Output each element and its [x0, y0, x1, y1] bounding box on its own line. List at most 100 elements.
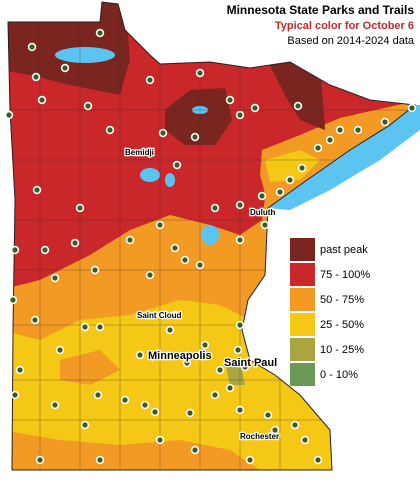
legend-label: 75 - 100%: [320, 269, 370, 281]
park-dot: [90, 265, 100, 275]
city-label: Duluth: [250, 208, 275, 217]
city-label: Saint Paul: [224, 357, 277, 369]
park-dot: [290, 420, 300, 430]
legend-swatch: [290, 363, 315, 386]
city-label: Bemidji: [125, 148, 154, 157]
legend-label: 0 - 10%: [320, 369, 358, 381]
park-dot: [297, 163, 307, 173]
zone: [265, 150, 320, 182]
park-dot: [190, 445, 200, 455]
park-dot: [158, 128, 168, 138]
park-dot: [60, 63, 70, 73]
park-dot: [313, 143, 323, 153]
park-dot: [353, 125, 363, 135]
park-dot: [50, 273, 60, 283]
park-dot: [235, 200, 245, 210]
park-dot: [95, 28, 105, 38]
park-dot: [95, 322, 105, 332]
lake: [201, 225, 219, 245]
legend-label: past peak: [320, 244, 368, 256]
park-dot: [270, 425, 280, 435]
park-dot: [170, 243, 180, 253]
park-dot: [185, 408, 195, 418]
park-dot: [257, 191, 267, 201]
lake-superior: [268, 105, 420, 210]
park-dot: [145, 270, 155, 280]
park-dot: [145, 75, 155, 85]
park-dot: [172, 160, 182, 170]
park-dot: [235, 405, 245, 415]
park-dot: [235, 110, 245, 120]
park-dot: [300, 435, 310, 445]
park-dot: [93, 390, 103, 400]
legend-swatch: [290, 338, 315, 361]
park-dot: [165, 325, 175, 335]
park-dot: [105, 125, 115, 135]
park-dot: [75, 203, 85, 213]
park-dot: [225, 383, 235, 393]
park-dot: [245, 455, 255, 465]
subtitle: Typical color for October 6: [275, 20, 414, 32]
legend-label: 50 - 75%: [320, 294, 364, 306]
park-dot: [37, 95, 47, 105]
city-label: Rochester: [240, 432, 279, 441]
zone: [165, 88, 232, 145]
legend-swatch: [290, 263, 315, 286]
city-label: Saint Cloud: [137, 311, 182, 320]
park-dot: [125, 235, 135, 245]
park-dot: [55, 345, 65, 355]
zone: [8, 2, 130, 95]
park-dot: [30, 315, 40, 325]
park-dot: [380, 117, 390, 127]
park-dot: [325, 135, 335, 145]
park-dot: [32, 185, 42, 195]
park-dot: [120, 395, 130, 405]
legend-swatch: [290, 288, 315, 311]
lake: [140, 168, 160, 182]
park-dot: [70, 238, 80, 248]
park-dot: [40, 245, 50, 255]
park-dot: [195, 68, 205, 78]
park-dot: [80, 322, 90, 332]
park-dot: [235, 320, 245, 330]
zone: [60, 350, 120, 385]
note: Based on 2014-2024 data: [287, 35, 414, 47]
park-dot: [190, 132, 200, 142]
park-dot: [407, 103, 417, 113]
park-dot: [10, 245, 20, 255]
legend-swatch: [290, 313, 315, 336]
park-dot: [80, 420, 90, 430]
parks: [4, 28, 417, 465]
park-dot: [135, 350, 145, 360]
lake: [55, 47, 115, 63]
park-dot: [225, 95, 235, 105]
zone: [268, 60, 325, 130]
park-dot: [240, 362, 250, 372]
park-dot: [260, 220, 270, 230]
park-dot: [235, 235, 245, 245]
park-dot: [31, 72, 41, 82]
park-dot: [50, 400, 60, 410]
park-dot: [8, 295, 18, 305]
park-dot: [263, 410, 273, 420]
park-dot: [285, 175, 295, 185]
title: Minnesota State Parks and Trails: [227, 3, 415, 17]
park-dot: [200, 340, 210, 350]
park-dot: [150, 407, 160, 417]
city-label: Minneapolis: [148, 350, 212, 362]
zone: [8, 430, 260, 470]
park-dot: [95, 455, 105, 465]
park-dot: [4, 110, 14, 120]
park-dot: [170, 310, 180, 320]
park-dot: [195, 260, 205, 270]
park-dot: [313, 455, 323, 465]
park-dot: [275, 187, 285, 197]
park-dot: [27, 42, 37, 52]
park-dot: [210, 203, 220, 213]
park-dot: [155, 435, 165, 445]
legend-swatch: [290, 238, 315, 261]
legend: past peak 75 - 100% 50 - 75% 25 - 50% 10 - 2…: [290, 238, 370, 386]
park-dot: [83, 101, 93, 111]
